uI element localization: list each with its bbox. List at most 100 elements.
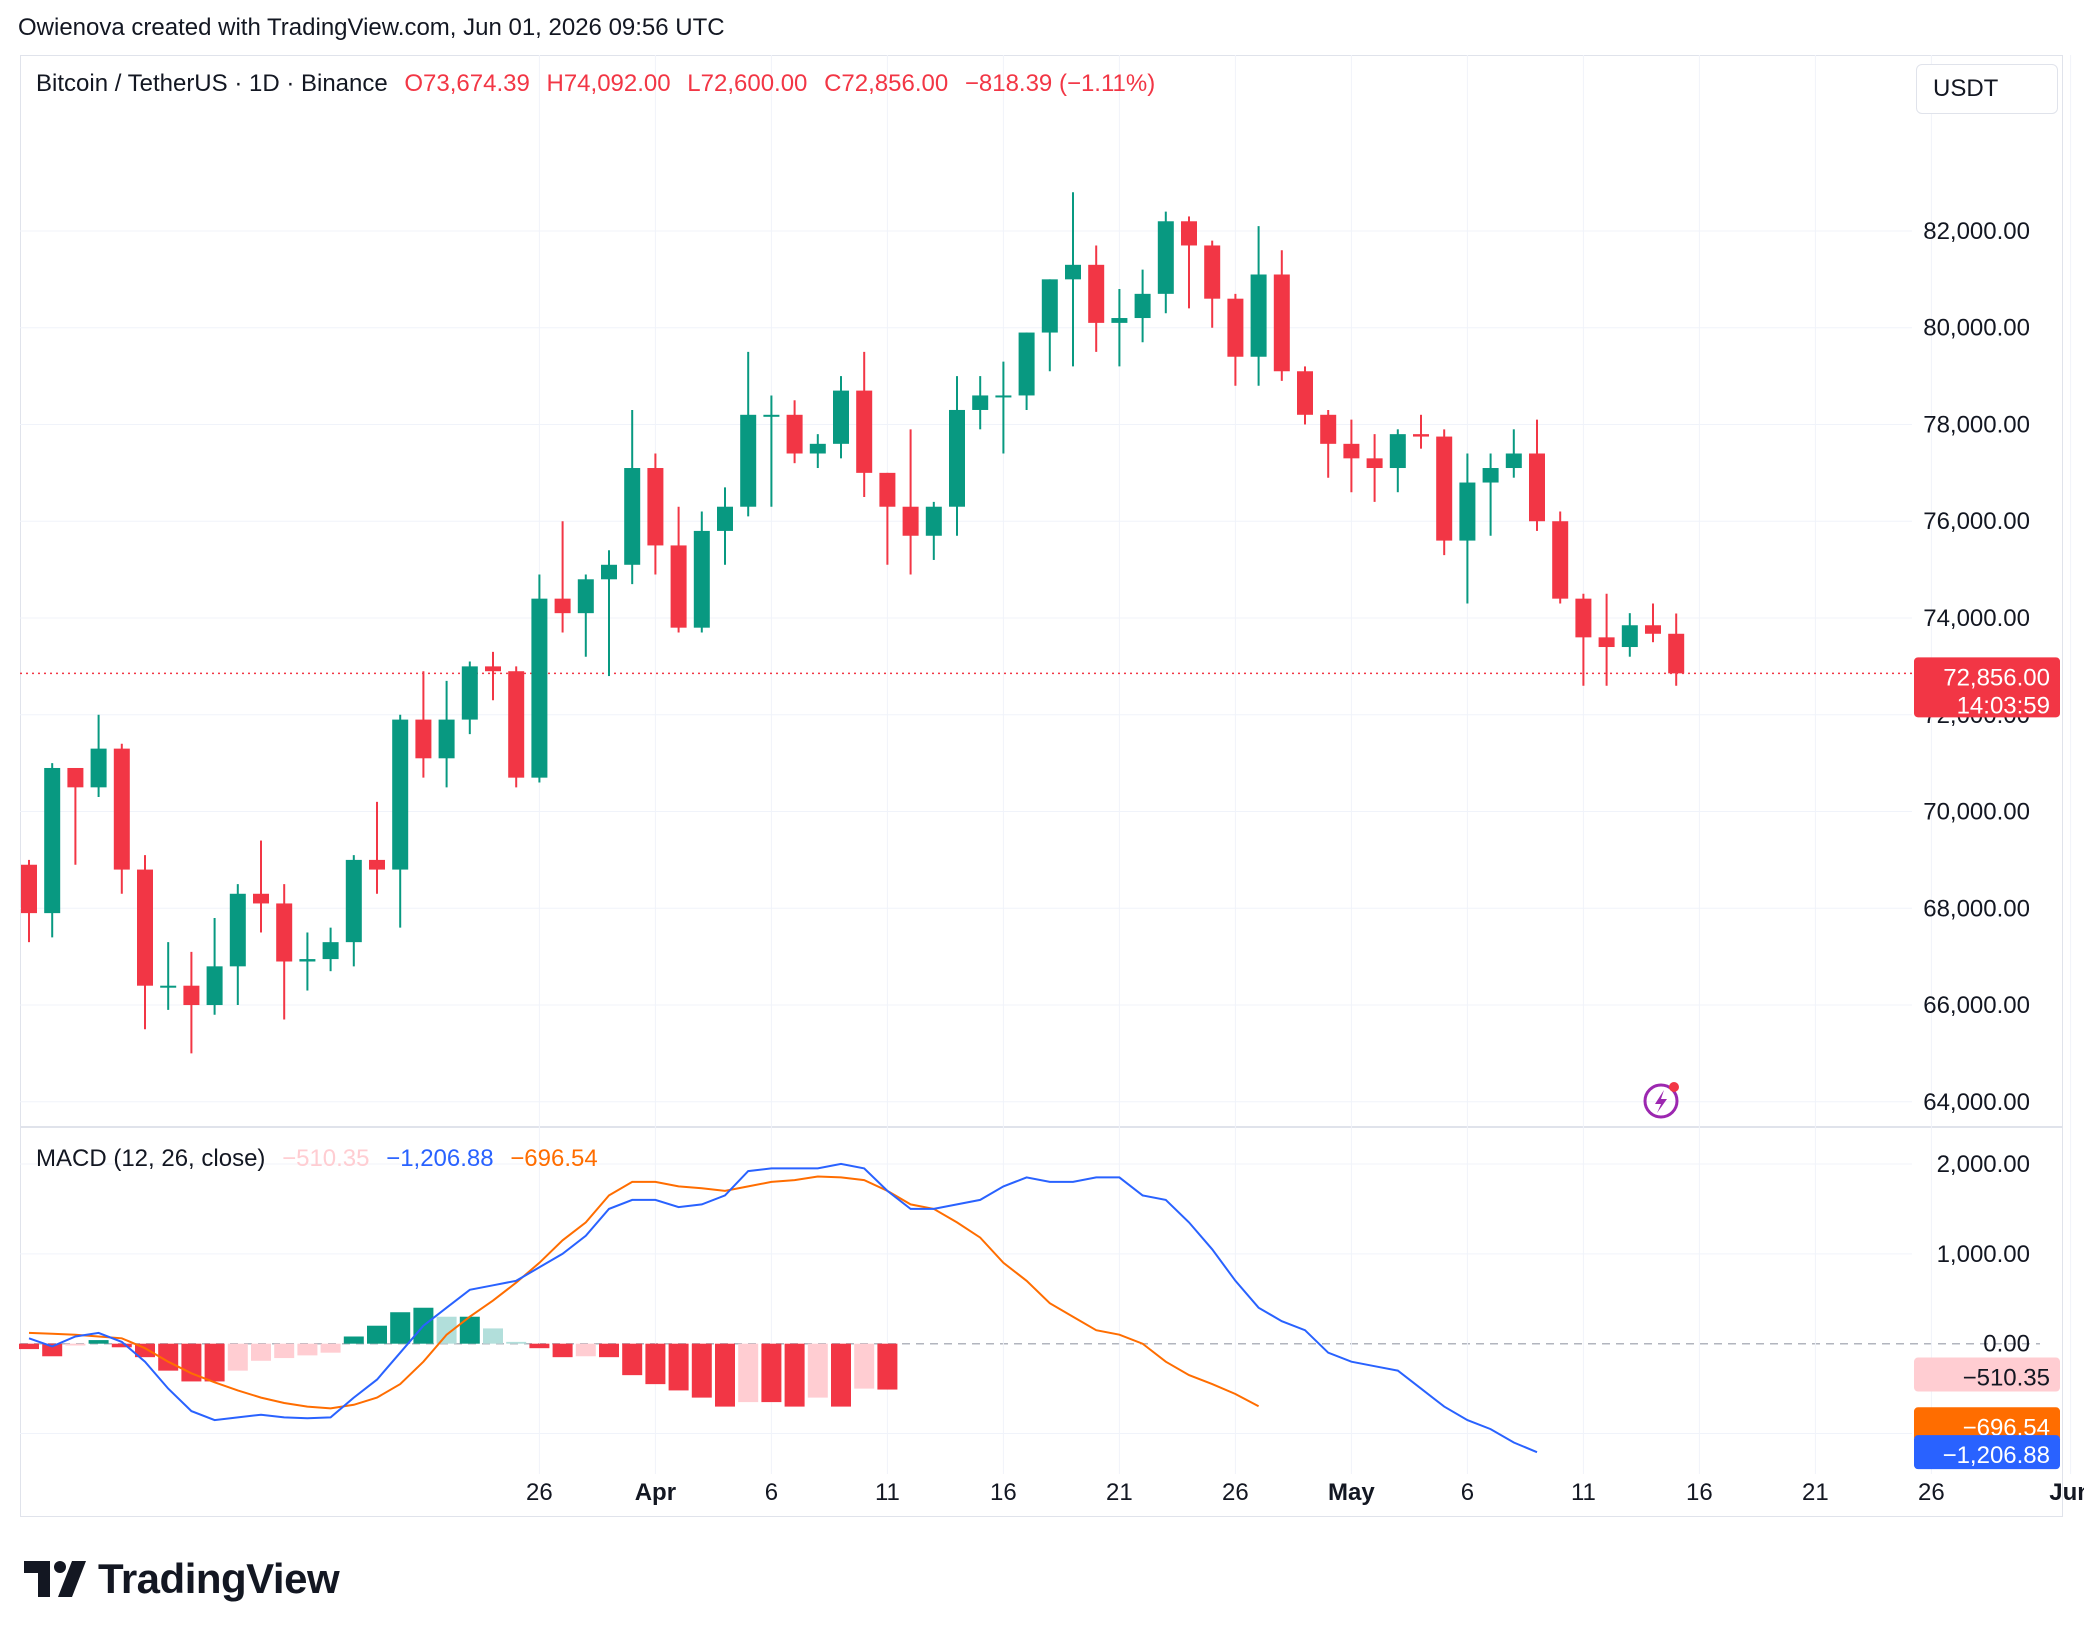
- macd-histogram-bar: [599, 1343, 619, 1358]
- macd-signal-badge-bg: [1914, 1407, 2060, 1442]
- price-tick-label: 76,000.00: [1923, 508, 2030, 535]
- candle-body: [229, 893, 246, 967]
- price-tick-label: 80,000.00: [1923, 315, 2030, 342]
- macd-axis: 2,000.00 1,000.00 0.00: [1937, 1151, 2030, 1358]
- macd-histogram-bar: [19, 1343, 39, 1350]
- macd-histogram-bar: [715, 1343, 735, 1407]
- candle-body: [670, 545, 687, 628]
- macd-histogram-bar: [227, 1343, 248, 1371]
- macd-histogram-bar: [831, 1343, 851, 1407]
- macd-histogram-bar: [552, 1343, 573, 1358]
- macd-histogram-bar: [529, 1343, 550, 1349]
- macd-hist-badge-bg: [1914, 1357, 2060, 1392]
- last-price-badge-bg: [1914, 657, 2060, 718]
- candle-body: [1529, 453, 1545, 522]
- macd-histogram-bar: [65, 1343, 86, 1346]
- macd-histogram-bar: [251, 1343, 271, 1361]
- time-tick-label: 26: [1918, 1479, 1945, 1506]
- bolt-alert-icon[interactable]: [1643, 1082, 1679, 1119]
- candle-body: [369, 859, 385, 870]
- macd-histogram-bar: [367, 1325, 387, 1344]
- candle-body: [345, 859, 362, 943]
- time-tick-label: 21: [1802, 1479, 1829, 1506]
- price-change: −818.39 (−1.11%): [964, 70, 1156, 97]
- price-tick-label: 74,000.00: [1923, 605, 2030, 632]
- candle-body: [833, 390, 849, 444]
- macd-histogram-bar: [181, 1343, 202, 1382]
- macd-histogram-bar: [575, 1343, 596, 1357]
- macd-histogram-bar: [343, 1336, 364, 1344]
- candle-body: [1273, 274, 1290, 372]
- candle-body: [90, 748, 107, 788]
- time-tick-label: Jun: [2049, 1479, 2084, 1506]
- candle-body: [949, 409, 965, 507]
- price-tick-label: 68,000.00: [1923, 895, 2030, 922]
- candle-body: [1065, 264, 1081, 280]
- candle-body: [1436, 436, 1453, 541]
- time-tick-label: 6: [765, 1479, 778, 1506]
- candle-body: [1181, 221, 1197, 246]
- macd-histogram-bar: [854, 1343, 875, 1389]
- candle-body: [322, 942, 339, 960]
- candle-body: [1413, 434, 1429, 437]
- candle-body: [21, 864, 37, 914]
- currency-selector[interactable]: USDT: [1916, 64, 2058, 114]
- candle-body: [1204, 245, 1221, 299]
- candle-body: [299, 959, 316, 962]
- candle-body: [113, 748, 130, 870]
- macd-histogram-bar: [877, 1343, 898, 1390]
- tradingview-logo[interactable]: TradingView: [24, 1555, 340, 1603]
- macd-histogram-bar: [274, 1343, 295, 1359]
- macd-histogram-bar: [390, 1312, 411, 1344]
- macd-histogram-bar: [459, 1316, 480, 1344]
- candle-body: [485, 666, 501, 672]
- macd-line-badge-text: −1,206.88: [1943, 1442, 2050, 1469]
- macd-histogram-bar: [668, 1343, 689, 1391]
- price-tick-label: 70,000.00: [1923, 799, 2030, 826]
- tv-logo-icon: [24, 1561, 86, 1597]
- time-axis: 26Apr611162126May611162126Jun6: [526, 1479, 2084, 1506]
- macd-histogram-bar: [738, 1343, 759, 1403]
- macd-lines: [28, 1162, 1538, 1454]
- macd-histogram-bar: [807, 1343, 828, 1398]
- candle-body: [1343, 443, 1360, 459]
- time-tick-label: 11: [1571, 1479, 1596, 1506]
- symbol-name[interactable]: Bitcoin / TetherUS · 1D · Binance: [36, 70, 388, 97]
- candle-body: [1575, 598, 1592, 638]
- macd-histogram-bar: [483, 1328, 503, 1344]
- macd-histogram: [19, 1307, 898, 1407]
- macd-tick-label: 1,000.00: [1937, 1241, 2030, 1268]
- candle-body: [1668, 633, 1685, 674]
- macd-histogram-bar: [204, 1343, 225, 1382]
- macd-histogram-bar: [111, 1343, 132, 1348]
- candle-body: [206, 966, 223, 1006]
- price-tick-label: 78,000.00: [1923, 411, 2030, 438]
- last-price-badge-text: 72,856.00: [1943, 664, 2050, 691]
- candle-body: [763, 414, 780, 417]
- candle-body: [786, 414, 803, 454]
- candle-body: [856, 390, 873, 473]
- candle-body: [44, 767, 61, 914]
- price-tick-label: 66,000.00: [1923, 992, 2030, 1019]
- time-tick-label: 16: [1686, 1479, 1713, 1506]
- time-tick-label: 26: [526, 1479, 553, 1506]
- macd-signal-value: −696.54: [510, 1145, 598, 1172]
- candle-body: [624, 468, 641, 565]
- macd-line-value: −1,206.88: [386, 1145, 494, 1172]
- candle-body: [972, 395, 989, 410]
- candle-body: [1134, 293, 1151, 319]
- candle-body: [1111, 318, 1128, 323]
- grid: [20, 55, 2072, 1474]
- candle-body: [1366, 458, 1383, 469]
- price-tick-label: 64,000.00: [1923, 1089, 2030, 1116]
- price-tick-label: 82,000.00: [1923, 218, 2030, 245]
- macd-title[interactable]: MACD (12, 26, close): [36, 1145, 266, 1172]
- macd-histogram-bar: [297, 1343, 318, 1356]
- macd-histogram-bar: [761, 1343, 782, 1403]
- candle-body: [601, 564, 617, 580]
- ohlc-close: C72,856.00: [824, 70, 949, 97]
- macd-tick-label: 2,000.00: [1937, 1151, 2030, 1178]
